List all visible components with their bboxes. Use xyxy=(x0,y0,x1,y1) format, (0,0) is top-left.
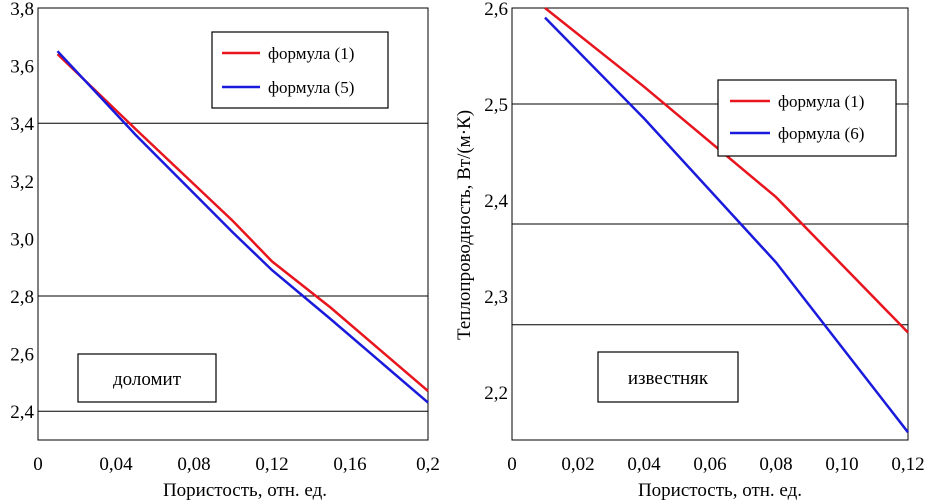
legend-box xyxy=(211,31,389,109)
x-tick-label: 0 xyxy=(33,454,43,475)
gridlines xyxy=(38,122,428,412)
y-tick-label: 3,2 xyxy=(10,172,34,193)
series-lines xyxy=(544,7,909,434)
series-line-2 xyxy=(544,16,909,434)
legend-label-2: формула (6) xyxy=(778,124,864,143)
x-axis-label: Пористость, отн. ед. xyxy=(638,480,802,501)
x-tick-labels: 0 0,04 0,08 0,12 0,16 0,2 xyxy=(33,454,440,475)
legend-box xyxy=(717,79,897,157)
legend: формула (1) формула (5) xyxy=(211,31,389,109)
x-tick-label: 0,16 xyxy=(333,454,366,475)
x-tick-label: 0,2 xyxy=(416,454,440,475)
y-tick-label: 3,6 xyxy=(10,57,34,78)
x-tick-label: 0,12 xyxy=(255,454,288,475)
annotation-box xyxy=(597,351,739,403)
annotation-label: известняк xyxy=(628,368,709,389)
x-tick-label: 0 xyxy=(507,454,517,475)
y-tick-labels: 2,2 2,3 2,4 2,5 2,6 xyxy=(484,0,508,404)
x-tick-label: 0,10 xyxy=(825,454,858,475)
y-tick-label: 3,4 xyxy=(10,114,34,135)
y-tick-label: 3,8 xyxy=(10,0,34,20)
y-tick-label: 2,4 xyxy=(10,402,34,423)
x-tick-label: 0,04 xyxy=(99,454,133,475)
plot-frame xyxy=(511,7,909,441)
y-tick-label: 2,2 xyxy=(484,383,508,404)
y-tick-label: 2,8 xyxy=(10,287,34,308)
y-tick-labels: 2,4 2,6 2,8 3,0 3,2 3,4 3,6 3,8 xyxy=(10,0,34,423)
annotation: доломит xyxy=(77,353,217,403)
annotation-box xyxy=(77,353,217,403)
x-tick-label: 0,06 xyxy=(693,454,726,475)
x-tick-label: 0,02 xyxy=(561,454,594,475)
legend-label-1: формула (1) xyxy=(268,44,354,63)
x-tick-labels: 0 0,02 0,04 0,06 0,08 0,10 0,12 xyxy=(507,454,924,475)
legend: формула (1) формула (6) xyxy=(717,79,897,157)
y-axis-label: Теплопроводность, Вт/(м·К) xyxy=(454,110,475,340)
series-line-2 xyxy=(56,50,429,404)
y-tick-label: 2,4 xyxy=(484,191,508,212)
x-tick-label: 0,12 xyxy=(891,454,924,475)
legend-label-2: формула (5) xyxy=(268,78,354,97)
y-tick-label: 2,6 xyxy=(10,345,34,366)
y-tick-label: 2,5 xyxy=(484,95,508,116)
x-axis-label: Пористость, отн. ед. xyxy=(163,480,327,501)
y-tick-label: 3,0 xyxy=(10,229,34,250)
y-tick-label: 2,6 xyxy=(484,0,508,20)
chart-dolomite: 0 0,04 0,08 0,12 0,16 0,2 2,4 2,6 2,8 3,0 3,2 3,4 3… xyxy=(10,0,440,501)
y-tick-label: 2,3 xyxy=(484,287,508,308)
x-tick-label: 0,08 xyxy=(177,454,210,475)
series-line-1 xyxy=(544,7,909,334)
series-lines xyxy=(56,50,429,404)
plot-frame xyxy=(37,7,429,441)
annotation: известняк xyxy=(597,351,739,403)
annotation-label: доломит xyxy=(113,369,182,390)
series-line-1 xyxy=(56,53,429,392)
x-tick-label: 0,04 xyxy=(627,454,661,475)
legend-label-1: формула (1) xyxy=(778,92,864,111)
x-tick-label: 0,08 xyxy=(759,454,792,475)
chart-limestone: 0 0,02 0,04 0,06 0,08 0,10 0,12 2,22,32,42,52,… xyxy=(454,0,925,501)
